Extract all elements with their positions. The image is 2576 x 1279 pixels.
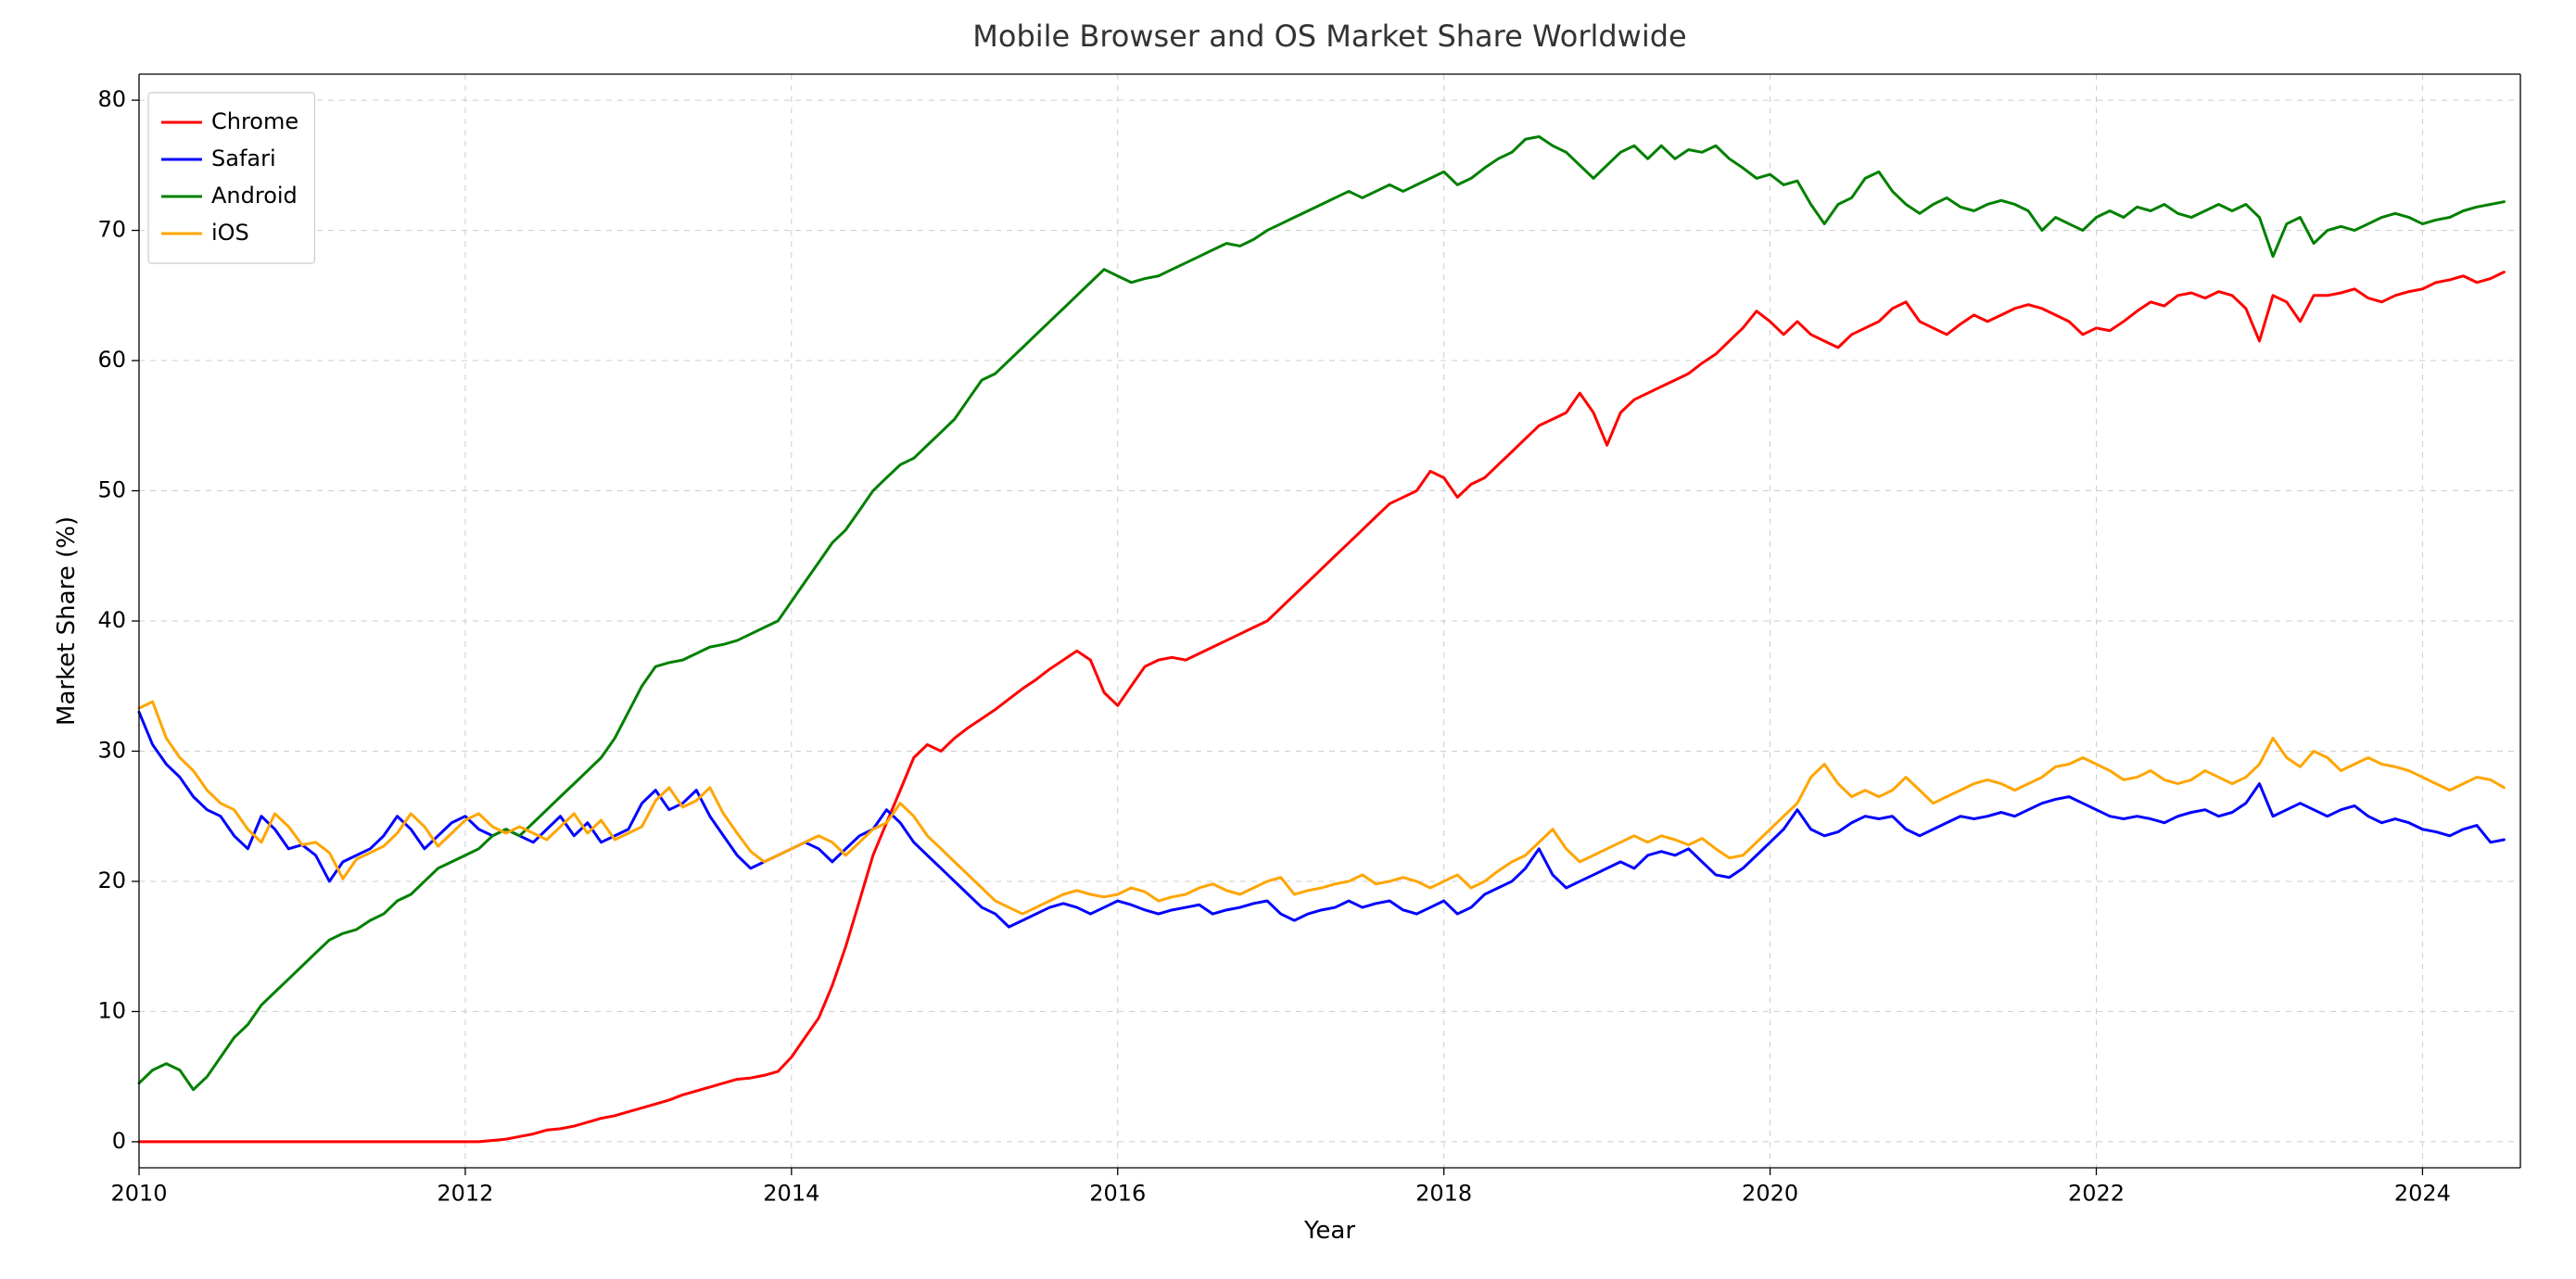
ytick-label: 60	[97, 347, 126, 373]
ytick-label: 0	[112, 1128, 126, 1154]
xtick-label: 2022	[2068, 1181, 2125, 1207]
ytick-label: 80	[97, 86, 126, 112]
xtick-label: 2024	[2394, 1181, 2451, 1207]
xtick-label: 2018	[1415, 1181, 1472, 1207]
xtick-label: 2020	[1742, 1181, 1798, 1207]
legend-label: iOS	[211, 220, 249, 246]
legend: Chrome Safari Android iOS	[148, 93, 314, 263]
ytick-label: 40	[97, 607, 126, 633]
y-axis-label: Market Share (%)	[53, 516, 81, 726]
legend-label: Chrome	[211, 108, 298, 134]
legend-label: Safari	[211, 146, 276, 171]
ytick-label: 20	[97, 867, 126, 893]
legend-label: Android	[211, 183, 298, 209]
chart-container: 0 10 20 30 40 50 60 70 80 2010 2012 2014 2016 2018 202…	[0, 0, 2576, 1279]
xtick-label: 2016	[1089, 1181, 1146, 1207]
x-axis-label: Year	[1303, 1217, 1355, 1245]
line-chart: 0 10 20 30 40 50 60 70 80 2010 2012 2014 2016 2018 202…	[0, 0, 2576, 1279]
xtick-label: 2012	[437, 1181, 493, 1207]
chart-title: Mobile Browser and OS Market Share World…	[972, 19, 1686, 54]
ytick-label: 30	[97, 737, 126, 763]
xtick-label: 2010	[110, 1181, 167, 1207]
ytick-label: 70	[97, 217, 126, 243]
xtick-label: 2014	[763, 1181, 819, 1207]
ytick-label: 10	[97, 997, 126, 1023]
ytick-label: 50	[97, 477, 126, 503]
